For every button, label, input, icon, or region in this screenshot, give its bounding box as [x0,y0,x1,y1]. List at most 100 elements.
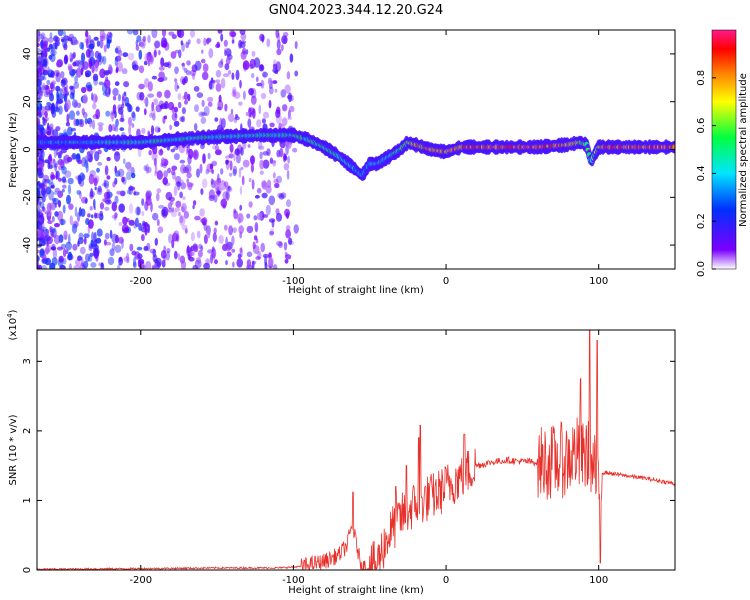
spectrogram-noise-cell [202,63,209,72]
spectrogram-noise-cell [97,52,102,63]
spectrogram-noise-cell [97,162,103,166]
spectrogram-noise-cell [53,163,58,168]
spectrogram-noise-cell [198,111,205,117]
spectrogram-noise-cell [230,108,234,115]
spectrogram-noise-cell [275,30,280,39]
spectrogram-noise-cell [254,194,260,199]
snr-line [37,330,675,570]
spectrogram-noise-cell [194,123,198,131]
spectrogram-noise-cell [54,40,58,50]
spectrogram-noise-cell [239,41,246,49]
spectrogram-noise-cell [105,76,109,82]
spectrogram-noise-cell [37,102,43,112]
spectrogram-noise-cell [105,110,111,117]
spectrogram-noise-cell [128,104,133,113]
spectrogram-noise-cell [200,245,204,252]
spectrogram-noise-cell [248,201,253,208]
spectrogram-noise-cell [239,30,246,35]
spectrogram-noise-cell [276,39,281,50]
spectrogram-noise-cell [126,30,134,35]
spectrogram-noise-cell [261,179,267,188]
spectrogram-noise-cell [273,178,279,184]
spectrogram-noise-cell [42,83,46,91]
spectrogram-noise-cell [57,210,64,222]
spectrogram-noise-cell [265,204,271,216]
spectrogram-noise-cell [234,148,240,156]
spectrogram-noise-cell [80,52,86,63]
spectrogram-noise-cell [42,42,47,53]
spectrogram-noise-cell [240,166,244,171]
spectrogram-noise-cell [85,162,89,173]
spectrogram-noise-cell [124,96,130,107]
spectrogram-noise-cell [229,160,233,171]
spectrogram-noise-cell [235,69,240,81]
spectrogram-noise-cell [48,182,55,188]
spectrogram-noise-cell [250,155,255,165]
spectrogram-noise-cell [141,127,146,134]
spectrogram-noise-cell [207,152,211,160]
spectrogram-noise-cell [111,214,117,219]
spectrogram-noise-cell [269,122,275,128]
spectrogram-noise-cell [57,190,64,198]
spectrogram-noise-cell [63,93,68,103]
spectrogram-noise-cell [80,256,84,267]
spectrogram-noise-cell [260,79,265,89]
spectrogram-noise-cell [113,151,121,162]
spectrogram-noise-cell [60,218,64,226]
spectrogram-noise-cell [237,253,242,259]
spectrogram-noise-cell [112,95,117,101]
spectrogram-noise-cell [133,256,137,268]
spectrogram-noise-cell [62,39,67,49]
spectrogram-noise-cell [38,183,46,189]
spectrogram-noise-cell [65,122,71,127]
spectrogram-noise-cell [168,233,173,244]
spectrogram-noise-cell [268,195,276,206]
spectrogram-noise-cell [285,225,291,231]
spectrogram-noise-cell [69,58,74,62]
spectrogram-noise-cell [56,71,59,78]
spectrogram-noise-cell [158,71,165,79]
spectrogram-noise-cell [179,191,184,199]
spectrogram-noise-cell [74,39,79,45]
spectrogram-y-tick-label: 40 [22,48,33,61]
spectrogram-noise-cell [68,263,72,269]
spectrogram-noise-cell [246,213,251,219]
spectrogram-noise-cell [231,235,235,246]
spectrogram-noise-cell [176,30,182,38]
spectrogram-noise-cell [246,259,252,268]
spectrogram-noise-cell [47,37,54,43]
spectrogram-noise-cell [249,107,255,115]
spectrogram-noise-cell [183,67,188,73]
spectrogram-noise-cell [136,246,143,251]
spectrogram-noise-cell [98,262,101,267]
spectrogram-noise-cell [252,241,256,250]
spectrogram-noise-cell [141,198,145,206]
spectrogram-noise-cell [203,262,210,269]
spectrogram-noise-cell [265,185,272,194]
spectrogram-noise-cell [87,225,91,234]
spectrogram-noise-cell [173,250,178,260]
spectrogram-noise-cell [181,62,185,67]
spectrogram-noise-cell [229,30,236,38]
spectrogram-noise-cell [74,75,78,84]
spectrogram-noise-cell [274,182,280,189]
spectrogram-noise-cell [46,79,51,85]
colorbar-gradient [712,30,736,269]
spectrogram-noise-cell [43,179,51,184]
spectrogram-noise-cell [256,212,263,221]
spectrogram-noise-cell [128,185,133,196]
spectrogram-noise-cell [192,243,198,249]
spectrogram-noise-cell [294,41,298,49]
spectrogram-noise-cell [97,122,104,127]
spectrogram-noise-cell [66,156,73,163]
spectrogram-noise-cell [232,227,237,234]
spectrogram-noise-cell [118,256,123,266]
snr-marks [37,330,675,570]
spectrogram-noise-cell [61,188,65,193]
spectrogram-noise-cell [110,110,115,116]
spectrogram-noise-cell [37,266,41,269]
spectrogram-noise-cell [156,192,160,202]
snr-y-tick-label: 0 [22,567,33,573]
spectrogram-noise-cell [227,113,235,123]
spectrogram-noise-cell [268,100,272,109]
